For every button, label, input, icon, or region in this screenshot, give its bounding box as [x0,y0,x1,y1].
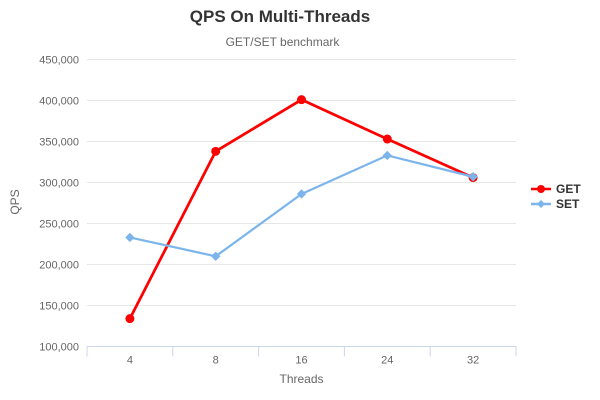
chart-title: QPS On Multi-Threads [189,7,371,26]
legend-item-get[interactable]: GET [531,181,581,196]
y-tick-label: 100,000 [39,342,79,354]
series-line-set[interactable] [128,154,475,258]
x-tick-label: 24 [381,355,393,367]
y-tick-label: 150,000 [39,301,79,313]
y-tick-label: 250,000 [39,219,79,231]
data-point-set[interactable] [382,150,392,161]
legend-marker-diamond-icon [531,199,551,208]
data-point-set[interactable] [211,251,221,261]
chart-subtitle: GET/SET benchmark [225,35,340,49]
legend-marker-circle-icon [531,184,551,193]
x-tick-label: 4 [127,355,133,367]
data-point-set[interactable] [296,189,307,199]
series-line-get[interactable] [128,98,475,320]
data-point-get[interactable] [297,95,306,105]
data-point-set[interactable] [468,172,478,182]
y-axis-title: QPS [8,189,22,214]
y-tick-label: 300,000 [39,178,79,190]
y-tick-label: 450,000 [39,55,79,67]
y-tick-label: 200,000 [39,260,79,272]
legend-label: SET [556,196,580,211]
data-point-get[interactable] [125,314,135,324]
data-point-get[interactable] [382,134,392,144]
y-tick-label: 400,000 [39,96,79,108]
x-axis-title: Threads [279,372,323,386]
y-tick-label: 350,000 [39,137,79,149]
legend-item-set[interactable]: SET [531,196,581,211]
data-point-set[interactable] [125,232,135,243]
legend: GET SET [531,181,581,211]
legend-label: GET [556,181,581,196]
x-tick-label: 16 [295,355,307,367]
x-tick-label: 8 [213,355,219,367]
data-point-get[interactable] [211,146,221,156]
x-tick-label: 32 [467,355,479,367]
